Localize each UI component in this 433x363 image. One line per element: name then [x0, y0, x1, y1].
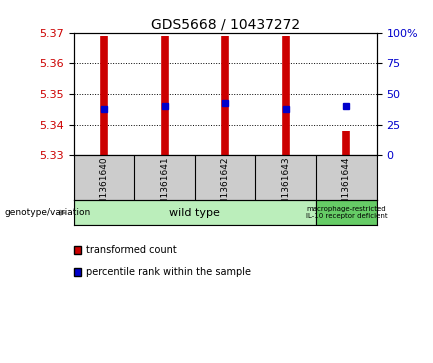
Text: GSM1361640: GSM1361640	[100, 156, 108, 217]
Text: percentile rank within the sample: percentile rank within the sample	[86, 267, 251, 277]
Text: genotype/variation: genotype/variation	[4, 208, 90, 217]
Bar	[74, 200, 316, 225]
Text: GSM1361644: GSM1361644	[342, 156, 351, 217]
Text: wild type: wild type	[169, 208, 220, 218]
Bar	[316, 200, 377, 225]
Text: transformed count: transformed count	[86, 245, 177, 255]
Text: macrophage-restricted
IL-10 receptor deficient: macrophage-restricted IL-10 receptor def…	[306, 206, 387, 219]
Text: GSM1361643: GSM1361643	[281, 156, 290, 217]
Title: GDS5668 / 10437272: GDS5668 / 10437272	[151, 17, 300, 32]
Text: GSM1361641: GSM1361641	[160, 156, 169, 217]
Text: GSM1361642: GSM1361642	[221, 156, 229, 217]
